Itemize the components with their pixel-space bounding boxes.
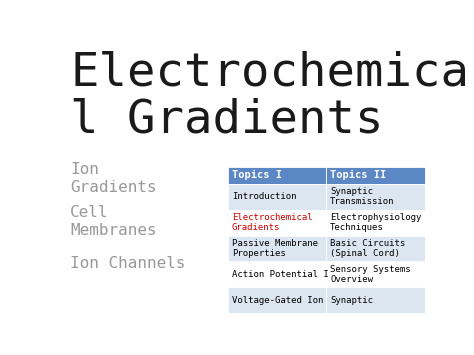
Text: Passive Membrane
Properties: Passive Membrane Properties: [232, 239, 318, 258]
Text: Electrophysiology
Techniques: Electrophysiology Techniques: [330, 213, 421, 232]
Text: Ion
Gradients: Ion Gradients: [70, 162, 157, 195]
Text: Introduction: Introduction: [232, 192, 296, 201]
Text: Sensory Systems
Overview: Sensory Systems Overview: [330, 265, 411, 284]
Text: Cell
Membranes: Cell Membranes: [70, 205, 157, 238]
Text: Topics I: Topics I: [232, 170, 282, 180]
Text: Electrochemica
l Gradients: Electrochemica l Gradients: [70, 51, 469, 143]
Bar: [228, 261, 327, 287]
Text: Electrochemical
Gradients: Electrochemical Gradients: [232, 213, 312, 232]
Bar: [228, 210, 327, 236]
Bar: [327, 210, 425, 236]
Text: Voltage-Gated Ion: Voltage-Gated Ion: [232, 296, 323, 305]
Bar: [228, 236, 327, 261]
Text: Topics II: Topics II: [330, 170, 386, 180]
Bar: [327, 167, 425, 184]
Bar: [327, 261, 425, 287]
Bar: [327, 236, 425, 261]
Bar: [228, 167, 327, 184]
Text: Synaptic
Transmission: Synaptic Transmission: [330, 187, 395, 206]
Text: Ion Channels: Ion Channels: [70, 256, 186, 271]
Bar: [228, 184, 327, 210]
Bar: [228, 287, 327, 313]
Text: Synaptic: Synaptic: [330, 296, 373, 305]
Text: Basic Circuits
(Spinal Cord): Basic Circuits (Spinal Cord): [330, 239, 405, 258]
Text: Action Potential I: Action Potential I: [232, 270, 328, 279]
Bar: [327, 287, 425, 313]
Bar: [327, 184, 425, 210]
